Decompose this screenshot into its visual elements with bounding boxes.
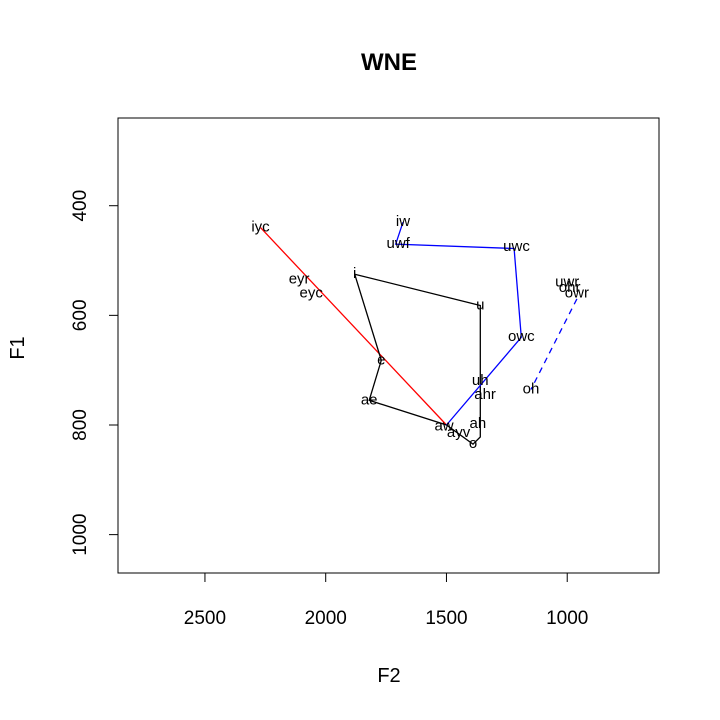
point-label-ohr: ohr [559,279,581,296]
y-tick-label: 600 [70,299,91,331]
point-label-uh: uh [472,372,489,389]
y-tick-label: 800 [70,409,91,441]
point-label-e: e [377,351,385,368]
point-label-eyr: eyr [289,271,310,288]
point-label-iyc: iyc [251,219,270,236]
point-label-u: u [476,296,484,313]
point-label-o: o [469,435,477,452]
point-label-oh: oh [523,380,540,397]
x-tick-label: 2000 [305,608,347,629]
point-label-uwf: uwf [386,235,410,252]
series-line-2 [354,273,481,446]
series-line-1 [260,227,447,426]
series-line-3 [394,221,522,426]
y-axis-title: F1 [7,336,29,359]
series-line-4 [530,298,578,390]
point-label-ah: ah [470,415,487,432]
series-layer [260,221,578,446]
point-label-iw: iw [396,213,410,230]
point-label-uwc: uwc [503,238,530,255]
chart-title: WNE [361,49,417,76]
x-tick-label: 2500 [184,608,226,629]
y-axis: 400 600 800 1000 [70,190,119,556]
point-label-ayv: ayv [447,424,471,441]
x-axis-title: F2 [377,665,400,687]
point-label-i: i [353,265,356,282]
x-tick-label: 1000 [546,608,588,629]
point-label-ae: ae [361,391,378,408]
point-label-eyc: eyc [300,284,324,301]
point-label-owc: owc [508,328,535,345]
y-tick-label: 1000 [70,513,91,555]
point-label-uwr: uwr [555,273,579,290]
x-axis: 2500 2000 1500 1000 [184,572,588,629]
y-tick-label: 400 [70,190,91,222]
x-tick-label: 1500 [425,608,467,629]
point-label-owr: owr [565,284,589,301]
point-label-aw: aw [434,418,453,435]
point-label-ahr: ahr [474,386,496,403]
